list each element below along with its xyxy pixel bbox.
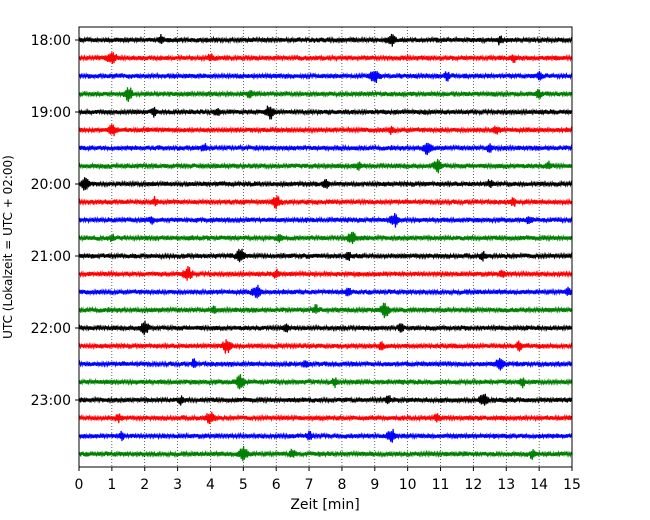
trace-1845 [78,87,573,102]
plot-frame [78,26,573,468]
trace-2000 [78,177,573,191]
trace-2315 [78,411,573,424]
minute-grid [111,27,540,467]
x-tick-label: 4 [206,477,215,493]
trace-1930 [78,142,573,156]
y-tick-label: 22:00 [31,321,71,337]
y-tick-label: 20:00 [31,177,71,193]
x-tick-label: 7 [305,477,314,493]
y-tick-label: 21:00 [31,249,71,265]
trace-1945 [78,158,573,174]
x-tick-label: 10 [399,477,417,493]
trace-2330 [78,428,573,443]
x-axis-label: Zeit [min] [290,497,359,513]
trace-2045 [78,231,573,245]
trace-2200 [78,320,573,336]
trace-1815 [78,52,573,64]
x-tick-label: 1 [107,477,116,493]
y-tick-label: 23:00 [31,393,71,409]
x-tick-label: 0 [75,477,84,493]
trace-2100 [78,248,573,263]
trace-2215 [78,339,573,354]
trace-1800 [78,33,573,47]
x-tick-label: 9 [370,477,379,493]
trace-2300 [78,393,573,406]
y-axis-ticks: 18:00 19:00 20:00 21:00 22:00 23:00 [31,33,79,409]
x-tick-label: 13 [497,477,515,493]
trace-2130 [78,284,573,299]
trace-1900 [78,105,573,120]
x-tick-label: 11 [432,477,450,493]
x-tick-label: 6 [272,477,281,493]
x-tick-label: 5 [239,477,248,493]
y-axis-label: UTC (Lokalzeit = UTC + 02:00) [1,155,15,339]
trace-2015 [78,195,573,210]
trace-2230 [78,357,573,371]
x-tick-label: 3 [173,477,182,493]
trace-2145 [78,302,573,319]
x-tick-label: 12 [464,477,482,493]
y-tick-label: 18:00 [31,33,71,49]
x-tick-label: 2 [140,477,149,493]
trace-2115 [78,265,573,281]
trace-1830 [78,71,573,83]
trace-1915 [78,124,573,137]
x-tick-label: 8 [337,477,346,493]
seismic-traces [78,33,573,462]
x-tick-label: 15 [563,477,581,493]
y-tick-label: 19:00 [31,105,71,121]
trace-2030 [78,213,573,228]
trace-2245 [78,374,573,390]
x-tick-label: 14 [530,477,548,493]
trace-2345 [78,446,573,462]
x-axis-ticks: 0 1 2 3 4 5 6 7 8 9 10 11 12 13 14 15 [75,467,581,493]
